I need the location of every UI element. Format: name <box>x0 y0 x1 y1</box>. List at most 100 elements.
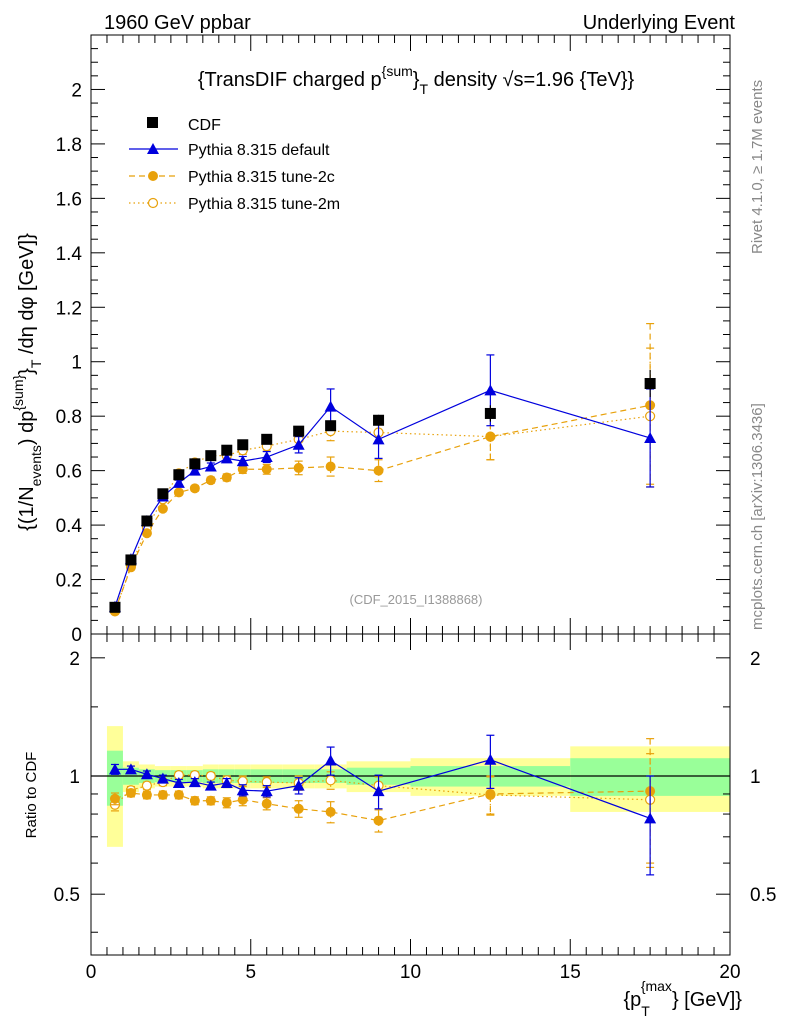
legend-label-tune-2c: Pythia 8.315 tune-2c <box>188 169 335 186</box>
data-point-cdf <box>205 450 217 462</box>
data-point-tune-2c <box>325 461 336 472</box>
main-y-tick-label: 0.2 <box>56 571 82 592</box>
data-point-ratio-default <box>172 776 185 788</box>
data-point-ratio-tune-2c <box>205 795 216 806</box>
ratio-y-axis-label: Ratio to CDF <box>23 752 40 839</box>
data-point-default <box>172 476 185 488</box>
main-ticks <box>90 34 731 635</box>
data-point-cdf <box>484 407 496 419</box>
main-y-tick-label: 1.4 <box>56 244 83 265</box>
data-point-ratio-tune-2m <box>205 770 216 782</box>
x-tick-label: 20 <box>719 962 740 983</box>
data-point-cdf <box>109 601 121 613</box>
legend-marker-tune-2c <box>148 171 158 181</box>
main-frame <box>90 34 731 635</box>
data-point-tune-2c <box>141 528 152 539</box>
data-point-cdf <box>644 378 656 390</box>
data-point-tune-2c <box>221 472 232 483</box>
main-y-tick-label: 1 <box>71 353 82 374</box>
data-point-ratio-default <box>220 776 233 788</box>
data-point-tune-2c <box>373 465 384 476</box>
data-point-ratio-tune-2c <box>293 803 304 814</box>
data-point-cdf <box>141 515 153 527</box>
data-point-ratio-default <box>260 785 273 797</box>
data-point-tune-2c <box>173 487 184 498</box>
data-point-ratio-tune-2c <box>157 789 168 800</box>
data-point-default <box>236 455 249 467</box>
data-point-ratio-tune-2c <box>325 806 336 817</box>
data-point-default <box>644 431 657 443</box>
data-point-ratio-default <box>156 772 169 784</box>
main-y-tick-label: 2 <box>71 80 82 101</box>
legend-label-tune-2m: Pythia 8.315 tune-2m <box>188 196 340 213</box>
data-point-cdf <box>373 414 385 426</box>
data-point-ratio-tune-2c <box>125 788 136 799</box>
x-tick-label: 10 <box>400 962 421 983</box>
header-right: Underlying Event <box>583 12 736 34</box>
ratio-y-tick-label-right: 1 <box>750 767 761 788</box>
analysis-watermark: (CDF_2015_I1388868) <box>350 592 483 607</box>
data-point-ratio-default <box>140 768 153 780</box>
ratio-y-tick-label-right: 2 <box>750 649 761 670</box>
data-point-default <box>484 384 497 396</box>
rivet-label: Rivet 4.1.0, ≥ 1.7M events <box>749 80 766 254</box>
series-line-tune-2c <box>114 404 651 612</box>
data-point-ratio-default <box>124 763 137 775</box>
ratio-y-tick-labels: 0.5 0.5 1 1 2 2 <box>54 649 777 906</box>
data-point-tune-2c <box>293 462 304 473</box>
data-point-tune-2c <box>205 475 216 486</box>
main-y-tick-labels: 0 0.2 0.4 0.6 0.8 1 1.2 1.4 1.6 1.8 2 <box>56 80 83 646</box>
data-point-cdf <box>173 469 185 481</box>
ratio-ticks <box>90 634 731 955</box>
series-line-tune-2m <box>114 415 651 612</box>
data-point-cdf <box>157 488 169 500</box>
main-y-tick-label: 1.2 <box>56 298 82 319</box>
data-point-ratio-default <box>188 776 201 788</box>
ratio-y-tick-label: 2 <box>69 649 80 670</box>
main-y-tick-label: 1.8 <box>56 135 82 156</box>
data-point-ratio-tune-2c <box>109 793 120 804</box>
main-y-tick-label: 1.6 <box>56 189 82 210</box>
data-point-cdf <box>221 444 233 456</box>
header-left: 1960 GeV ppbar <box>104 12 251 34</box>
ratio-series <box>108 734 657 876</box>
chart-title: {TransDIF charged p{sum}T density √s=1.9… <box>198 63 635 97</box>
data-point-ratio-default <box>372 785 385 797</box>
data-point-tune-2c <box>237 464 248 475</box>
data-point-cdf <box>125 554 137 566</box>
data-point-default <box>292 438 305 450</box>
data-point-ratio-default <box>324 754 337 766</box>
data-point-tune-2c <box>485 431 496 442</box>
x-tick-label: 5 <box>245 962 256 983</box>
main-y-tick-label: 0.4 <box>56 516 83 537</box>
data-point-cdf <box>325 420 337 432</box>
data-point-ratio-tune-2c <box>237 794 248 805</box>
ratio-y-tick-label: 1 <box>69 767 80 788</box>
data-point-ratio-default <box>108 763 121 775</box>
data-point-cdf <box>261 433 273 445</box>
data-point-ratio-tune-2c <box>173 789 184 800</box>
data-point-tune-2c <box>157 503 168 514</box>
data-point-ratio-tune-2c <box>221 797 232 808</box>
data-point-cdf <box>237 439 249 451</box>
main-y-axis-label: {(1/Nevents) dp{sum}}T /dη dφ [GeV]} <box>10 233 44 531</box>
data-point-tune-2c <box>189 483 200 494</box>
data-point-ratio-default <box>484 753 497 765</box>
data-point-default <box>372 433 385 445</box>
main-y-tick-label: 0.6 <box>56 462 82 483</box>
data-point-ratio-tune-2c <box>189 795 200 806</box>
data-point-tune-2c <box>261 464 272 475</box>
legend: CDF Pythia 8.315 default Pythia 8.315 tu… <box>129 117 340 213</box>
mcplots-label: mcplots.cern.ch [arXiv:1306.3436] <box>749 403 766 630</box>
ratio-uncertainty-bands <box>91 726 730 847</box>
ratio-panel: 0.5 0.5 1 1 2 2 0 5 10 15 20 Ratio to CDF {pT{max… <box>23 633 777 1019</box>
data-point-ratio-tune-2c <box>261 798 272 809</box>
main-panel: 0 0.2 0.4 0.6 0.8 1 1.2 1.4 1.6 1.8 2 {TransDIF ch… <box>10 34 731 646</box>
data-point-ratio-tune-2c <box>373 815 384 826</box>
series-line-ratio-tune-2m <box>114 774 651 806</box>
legend-label-cdf: CDF <box>188 117 221 134</box>
legend-label-default: Pythia 8.315 default <box>188 142 330 159</box>
x-tick-label: 15 <box>560 962 581 983</box>
x-axis-label: {pT{max} [GeV]} <box>623 978 742 1019</box>
